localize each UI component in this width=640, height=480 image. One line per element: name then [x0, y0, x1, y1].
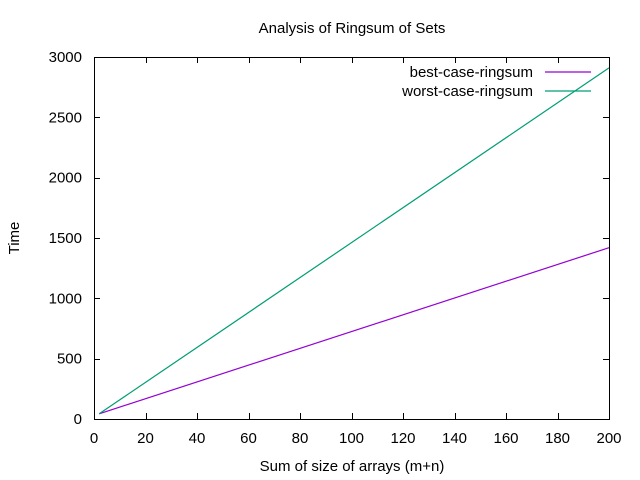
x-tick-label: 140: [442, 430, 467, 447]
x-tick-label: 200: [596, 430, 621, 447]
x-tick-label: 160: [493, 430, 518, 447]
x-tick-label: 60: [240, 430, 257, 447]
y-tick-label: 2000: [49, 170, 82, 187]
x-tick-label: 100: [339, 430, 364, 447]
legend-label: worst-case-ringsum: [401, 83, 533, 100]
x-axis-label: Sum of size of arrays (m+n): [260, 458, 445, 475]
y-axis-label: Time: [6, 222, 23, 255]
y-tick-label: 3000: [49, 49, 82, 66]
y-tick-label: 2500: [49, 109, 82, 126]
series-line-worst-case-ringsum: [98, 67, 610, 415]
y-tick-label: 0: [74, 411, 82, 428]
series-line-best-case-ringsum: [99, 247, 610, 415]
x-tick-label: 120: [390, 430, 415, 447]
series-layer: [98, 67, 610, 415]
x-tick-label: 20: [137, 430, 154, 447]
legend-label: best-case-ringsum: [410, 64, 533, 81]
y-tick-label: 1500: [49, 230, 82, 247]
axis-ticks: 0 20 40 60 80 100 120 140 160 180 2000500100015002…: [49, 49, 622, 447]
x-tick-label: 0: [90, 430, 98, 447]
y-tick-label: 1000: [49, 290, 82, 307]
x-tick-label: 40: [189, 430, 206, 447]
y-tick-label: 500: [57, 351, 82, 368]
x-tick-label: 80: [292, 430, 309, 447]
chart-title: Analysis of Ringsum of Sets: [259, 20, 446, 37]
legend: best-case-ringsum worst-case-ringsum: [401, 64, 591, 100]
x-tick-label: 180: [545, 430, 570, 447]
